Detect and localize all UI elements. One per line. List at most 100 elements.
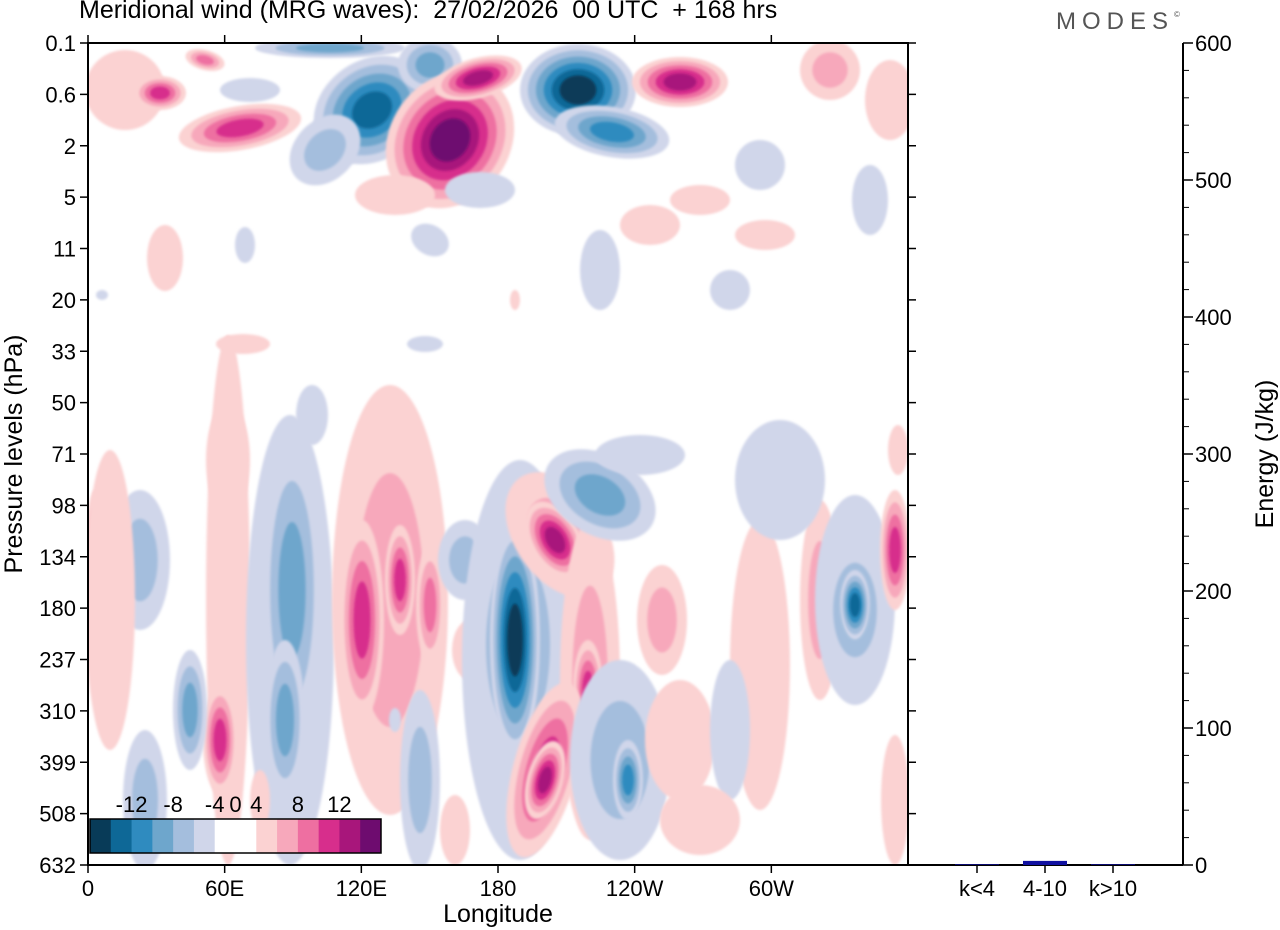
energy-tick-label: 600 xyxy=(1195,31,1232,56)
energy-category-label: k<4 xyxy=(959,876,995,901)
y-tick-label: 2 xyxy=(64,134,76,159)
brand-logo: MODES© xyxy=(1056,8,1180,36)
contour-band-2-2 xyxy=(196,55,214,65)
contour-band-14-3 xyxy=(589,121,635,143)
colorbar-swatch xyxy=(193,819,216,853)
contour-band-78-0 xyxy=(250,770,270,830)
contour-band-27-0 xyxy=(411,223,449,257)
energy-tick-label: 200 xyxy=(1195,579,1232,604)
contour-band-79-0 xyxy=(888,425,908,475)
contour-band-3-3 xyxy=(216,118,264,138)
contour-band-15-4 xyxy=(663,73,697,91)
contour-band-17-0 xyxy=(865,60,908,140)
figure-title: Meridional wind (MRG waves): 27/02/2026 … xyxy=(79,0,778,24)
contour-band-62-3 xyxy=(622,764,634,796)
x-tick-label: 0 xyxy=(82,876,94,901)
contour-band-13-5 xyxy=(559,75,597,105)
contour-band-12-0 xyxy=(445,172,515,208)
colorbar-swatch xyxy=(110,819,132,853)
contour-band-21-0 xyxy=(620,205,680,245)
y-tick-label: 20 xyxy=(52,288,76,313)
heatmap-axes: 0.1 0.6 2 5 11 20 33 50 71 98 134 180 237 310 399 508 63… xyxy=(0,31,916,928)
contour-band-18-0 xyxy=(735,140,785,190)
contour-band-63-1 xyxy=(647,587,677,653)
contour-band-9-5 xyxy=(429,118,471,162)
contour-band-43-3 xyxy=(353,581,371,659)
contour-band-72-3 xyxy=(889,526,901,574)
colorbar-swatch xyxy=(318,819,340,853)
contour-band-67-0 xyxy=(710,660,750,800)
x-tick-label: 120E xyxy=(336,876,387,901)
contour-band-6-4 xyxy=(351,91,393,129)
contour-band-71-4 xyxy=(849,593,861,617)
contour-band-1-3 xyxy=(150,86,170,100)
y-tick-label: 310 xyxy=(39,699,76,724)
contour-band-35-3 xyxy=(213,718,227,762)
y-tick-label: 5 xyxy=(64,185,76,210)
contour-band-24-0 xyxy=(710,270,750,310)
colorbar-label: 8 xyxy=(292,792,304,817)
colorbar-swatch xyxy=(214,819,236,853)
energy-tick-label: 400 xyxy=(1195,305,1232,330)
colorbar-swatch xyxy=(277,819,299,853)
contour-band-26-0 xyxy=(235,227,255,263)
contour-band-45-2 xyxy=(423,577,437,633)
contour-band-5-2 xyxy=(296,43,364,53)
y-tick-label: 399 xyxy=(39,750,76,775)
energy-bar xyxy=(1091,864,1135,865)
colorbar-swatch xyxy=(173,819,195,853)
contour-band-54-4 xyxy=(544,526,566,554)
energy-tick-label: 500 xyxy=(1195,168,1232,193)
y-tick-label: 0.1 xyxy=(45,31,76,56)
contour-band-19-0 xyxy=(852,165,888,235)
colorbar-swatch xyxy=(297,819,320,853)
contour-band-64-0 xyxy=(645,680,715,800)
colorbar: -12 -8 -4 0 4 8 12 xyxy=(89,792,382,854)
contour-band-0-0 xyxy=(88,50,165,130)
contour-band-59-2 xyxy=(574,474,626,516)
wind-field xyxy=(88,43,908,865)
energy-tick-label: 0 xyxy=(1195,853,1207,878)
y-tick-label: 50 xyxy=(52,391,76,416)
contour-band-4-0 xyxy=(220,78,280,102)
contour-band-31-0 xyxy=(96,290,108,300)
contour-band-76-0 xyxy=(440,795,470,865)
contour-band-40-2 xyxy=(278,522,306,658)
contour-band-16-1 xyxy=(812,52,848,88)
contour-band-25-0 xyxy=(147,225,183,291)
contour-band-77-0 xyxy=(660,785,740,855)
x-tick-label: 60E xyxy=(205,876,244,901)
colorbar-swatch xyxy=(152,819,174,853)
brand-mark: © xyxy=(1174,10,1180,19)
energy-bar xyxy=(955,864,999,865)
contour-band-29-0 xyxy=(407,336,443,352)
contour-band-20-0 xyxy=(670,185,730,215)
energy-panel: 0 100 200 300 400 500 600 k<4 4-10 k>10 Energy (J/… xyxy=(908,31,1279,901)
y-tick-label: 237 xyxy=(39,648,76,673)
colorbar-label: -12 xyxy=(116,792,148,817)
contour-band-7-1 xyxy=(304,129,346,171)
colorbar-swatch xyxy=(131,819,153,853)
colorbar-label: -4 xyxy=(205,792,225,817)
energy-axis-title: Energy (J/kg) xyxy=(1251,380,1279,529)
colorbar-swatch xyxy=(256,819,278,853)
x-tick-label: 60W xyxy=(749,876,794,901)
energy-bar xyxy=(1023,860,1067,865)
colorbar-label: 0 xyxy=(229,792,241,817)
energy-category-label: 4-10 xyxy=(1023,876,1067,901)
energy-category-label: k>10 xyxy=(1089,876,1137,901)
contour-band-75-0 xyxy=(88,450,135,750)
contour-band-22-0 xyxy=(735,220,795,250)
contour-band-47-0 xyxy=(389,708,401,732)
y-tick-label: 33 xyxy=(52,339,76,364)
contour-band-11-0 xyxy=(355,175,435,215)
y-axis-title: Pressure levels (hPa) xyxy=(0,335,28,574)
contour-band-41-2 xyxy=(275,683,295,757)
colorbar-swatch xyxy=(235,819,257,853)
colorbar-label: 12 xyxy=(327,792,351,817)
x-axis-title: Longitude xyxy=(443,900,553,928)
contour-band-23-0 xyxy=(580,230,620,310)
x-tick-label: 120W xyxy=(606,876,664,901)
brand-text: MODES xyxy=(1056,8,1175,35)
